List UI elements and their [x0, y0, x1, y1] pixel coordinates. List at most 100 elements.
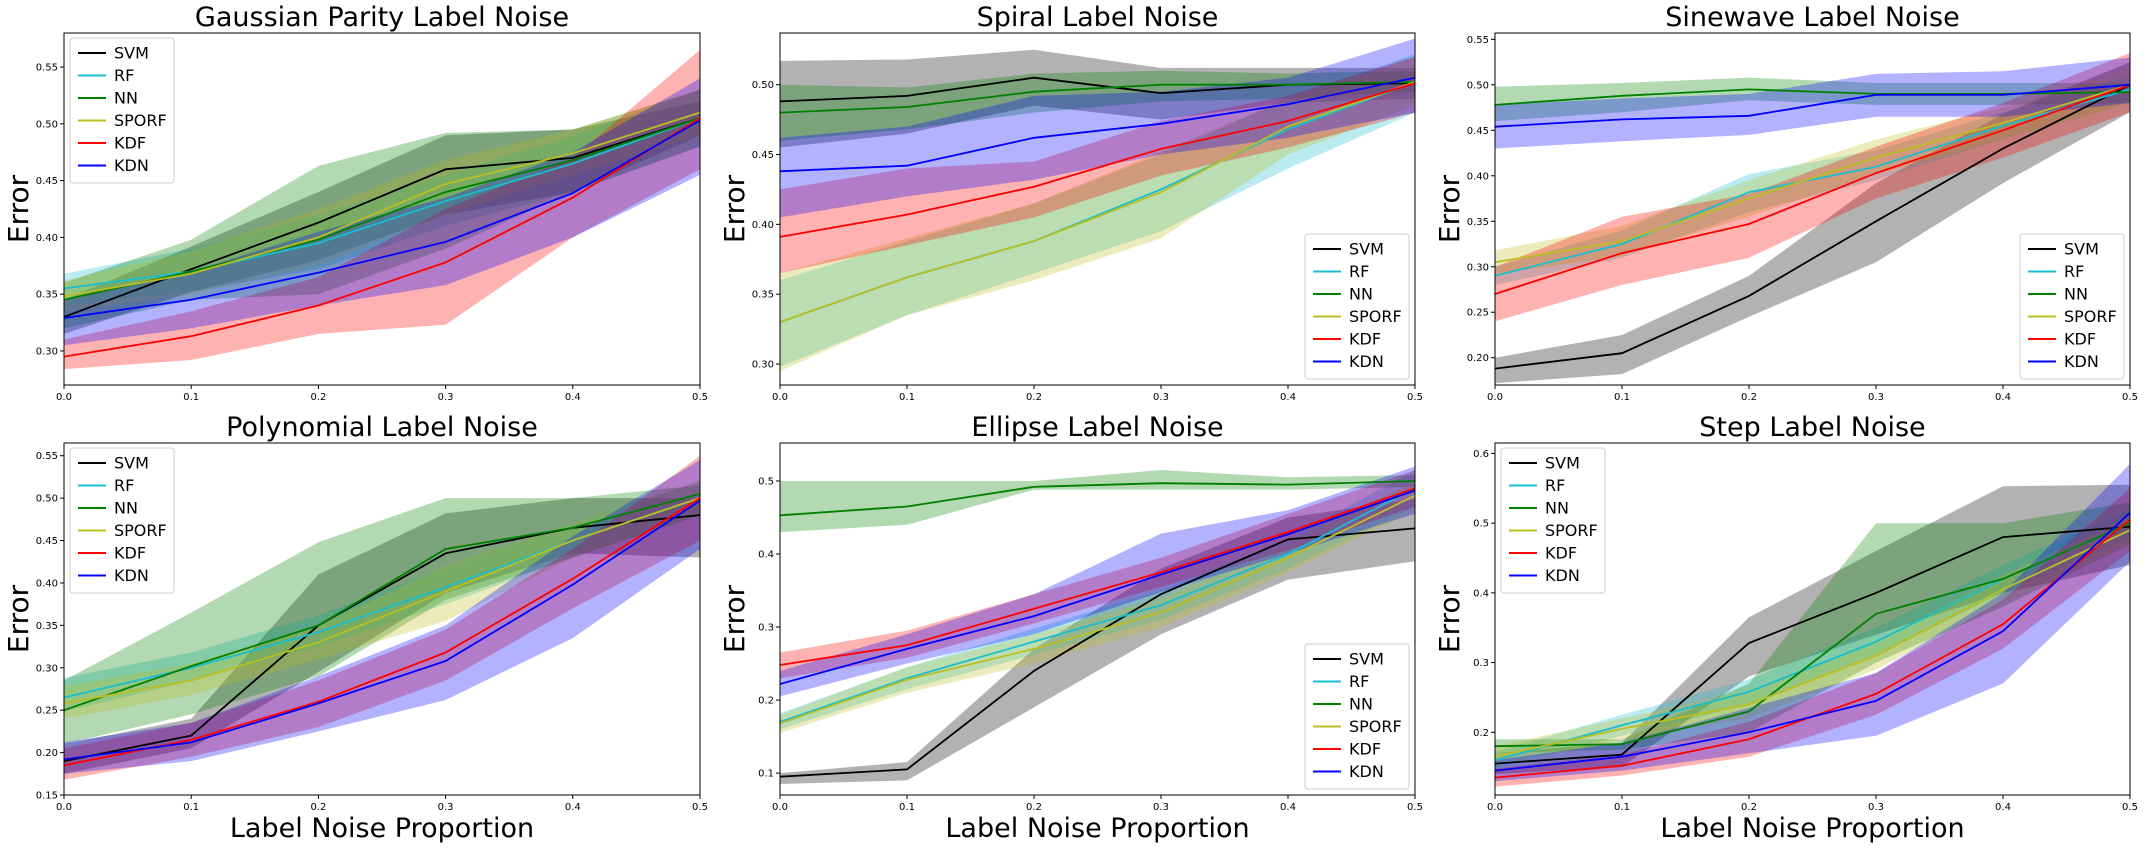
legend-label-kdf: KDF	[114, 544, 146, 563]
y-tick-label: 0.30	[36, 346, 58, 357]
line-rf	[1495, 88, 2130, 277]
x-tick-label: 0.4	[565, 392, 581, 403]
x-tick-label: 0.2	[1026, 392, 1042, 403]
legend: SVM RF NN SPORF KDF KDN	[2019, 233, 2125, 380]
legend-label-nn: NN	[114, 89, 138, 108]
y-tick-label: 0.55	[36, 63, 58, 74]
y-tick-label: 0.1	[758, 769, 774, 780]
legend: SVM RF NN SPORF KDF KDN	[1304, 233, 1410, 380]
x-tick-label: 0.0	[56, 802, 72, 813]
band-rf	[64, 481, 700, 712]
y-tick-label: 0.50	[1467, 80, 1489, 91]
y-tick-label: 0.45	[752, 150, 774, 161]
line-nn	[1495, 522, 2130, 748]
legend-label-kdn: KDN	[114, 566, 149, 585]
x-tick-label: 0.2	[310, 802, 326, 813]
y-tick-label: 0.30	[752, 360, 774, 371]
legend-label-svm: SVM	[1349, 650, 1384, 669]
chart-title: Polynomial Label Noise	[226, 412, 538, 443]
x-tick-label: 0.2	[1026, 802, 1042, 813]
legend-label-kdn: KDN	[114, 156, 149, 175]
legend: SVM RF NN SPORF KDF KDN	[1304, 643, 1410, 790]
line-kdf	[780, 82, 1415, 238]
band-svm	[64, 498, 700, 774]
y-tick-label: 0.45	[36, 176, 58, 187]
legend-label-rf: RF	[114, 476, 134, 495]
legend-label-kdn: KDN	[1349, 762, 1384, 781]
axes-frame	[779, 32, 1416, 386]
band-rf	[780, 54, 1415, 367]
legend-label-svm: SVM	[1545, 454, 1580, 473]
legend-box	[69, 447, 175, 594]
legend-label-nn: NN	[1545, 499, 1569, 518]
band-sporf	[780, 56, 1415, 371]
x-tick-label: 0.4	[1995, 802, 2011, 813]
band-sporf	[1495, 66, 2130, 274]
legend-label-sporf: SPORF	[1545, 521, 1598, 540]
x-tick-label: 0.1	[1614, 392, 1630, 403]
line-nn	[780, 81, 1415, 114]
band-kdf	[64, 50, 700, 370]
x-tick-label: 0.3	[438, 392, 454, 403]
line-kdn	[1495, 512, 2130, 772]
legend-label-sporf: SPORF	[1349, 717, 1402, 736]
x-tick-label: 0.5	[2122, 392, 2138, 403]
x-tick-label: 0.4	[1280, 392, 1296, 403]
band-kdn	[1495, 463, 2130, 782]
lines-5	[1495, 512, 2130, 779]
x-tick-label: 0.4	[1280, 802, 1296, 813]
line-kdf	[1495, 83, 2130, 295]
band-kdn	[1495, 57, 2130, 149]
legend-label-kdn: KDN	[2064, 352, 2099, 371]
legend-label-rf: RF	[1349, 262, 1369, 281]
y-tick-label: 0.15	[36, 791, 58, 802]
legend-label-svm: SVM	[2064, 240, 2099, 259]
legend-label-sporf: SPORF	[1349, 307, 1402, 326]
line-svm	[64, 514, 700, 762]
legend-label-sporf: SPORF	[114, 111, 167, 130]
y-tick-label: 0.35	[36, 290, 58, 301]
legend-box	[2019, 233, 2125, 380]
chart-title: Sinewave Label Noise	[1665, 2, 1959, 33]
x-tick-label: 0.3	[1153, 802, 1169, 813]
y-axis-label: Error	[718, 584, 751, 653]
band-kdf	[780, 56, 1415, 274]
legend-label-kdn: KDN	[1349, 352, 1384, 371]
legend-label-rf: RF	[1545, 476, 1565, 495]
x-tick-label: 0.3	[1868, 802, 1884, 813]
y-tick-label: 0.30	[36, 663, 58, 674]
y-tick-label: 0.40	[752, 220, 774, 231]
y-tick-label: 0.20	[36, 748, 58, 759]
x-tick-label: 0.1	[183, 802, 199, 813]
line-kdf	[780, 487, 1415, 666]
lines-3	[64, 493, 700, 767]
chart-title: Step Label Noise	[1699, 412, 1925, 443]
legend-label-rf: RF	[114, 66, 134, 85]
lines-4	[780, 480, 1415, 778]
lines-2	[1495, 83, 2130, 370]
y-tick-label: 0.35	[1467, 217, 1489, 228]
chart-panel-5: 0.0 0.1 0.2 0.3 0.4 0.5 0.2 0.3 0.4 0.5 0.6 Step La…	[1433, 412, 2138, 844]
line-svm	[1495, 83, 2130, 370]
y-axis-label: Error	[718, 174, 751, 243]
legend-label-rf: RF	[2064, 262, 2084, 281]
band-kdn	[780, 466, 1415, 697]
legend-label-kdf: KDF	[114, 134, 146, 153]
x-tick-label: 0.0	[1487, 392, 1503, 403]
y-axis-label: Error	[2, 584, 35, 653]
band-svm	[64, 101, 700, 334]
legend-label-nn: NN	[1349, 695, 1373, 714]
legend-label-kdf: KDF	[1349, 330, 1381, 349]
legend-label-svm: SVM	[114, 44, 149, 63]
legend: SVM RF NN SPORF KDF KDN	[1500, 447, 1606, 594]
y-tick-label: 0.25	[1467, 308, 1489, 319]
line-kdn	[780, 76, 1415, 173]
x-tick-label: 0.0	[56, 392, 72, 403]
band-kdn	[64, 78, 700, 346]
y-tick-label: 0.5	[758, 476, 774, 487]
legend-label-sporf: SPORF	[2064, 307, 2117, 326]
legend-label-sporf: SPORF	[114, 521, 167, 540]
line-rf	[780, 487, 1415, 723]
chart-panel-0: 0.0 0.1 0.2 0.3 0.4 0.5 0.30 0.35 0.40 0.45 0.50 0.…	[2, 2, 708, 403]
